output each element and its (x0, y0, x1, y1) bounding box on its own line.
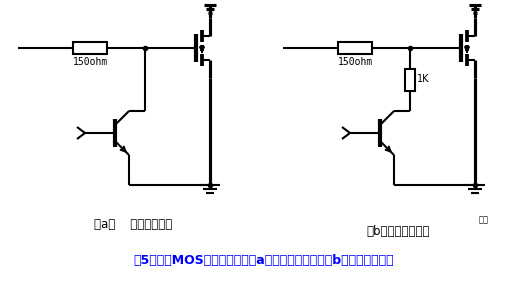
Text: 控制: 控制 (479, 215, 489, 224)
Bar (338, 42, 372, 54)
Bar (73, 42, 107, 54)
Text: （a）    快速关断电路: （a） 快速关断电路 (94, 218, 172, 231)
Text: 1K: 1K (417, 74, 430, 85)
Bar (405, 69, 415, 90)
Text: （b）慢速关断电路: （b）慢速关断电路 (366, 225, 430, 238)
Text: 150ohm: 150ohm (338, 57, 372, 67)
Text: 图5：功率MOS管关断电路。（a）快速关断电路；（b）慢速关断电路: 图5：功率MOS管关断电路。（a）快速关断电路；（b）慢速关断电路 (134, 254, 394, 267)
Text: 150ohm: 150ohm (72, 57, 107, 67)
